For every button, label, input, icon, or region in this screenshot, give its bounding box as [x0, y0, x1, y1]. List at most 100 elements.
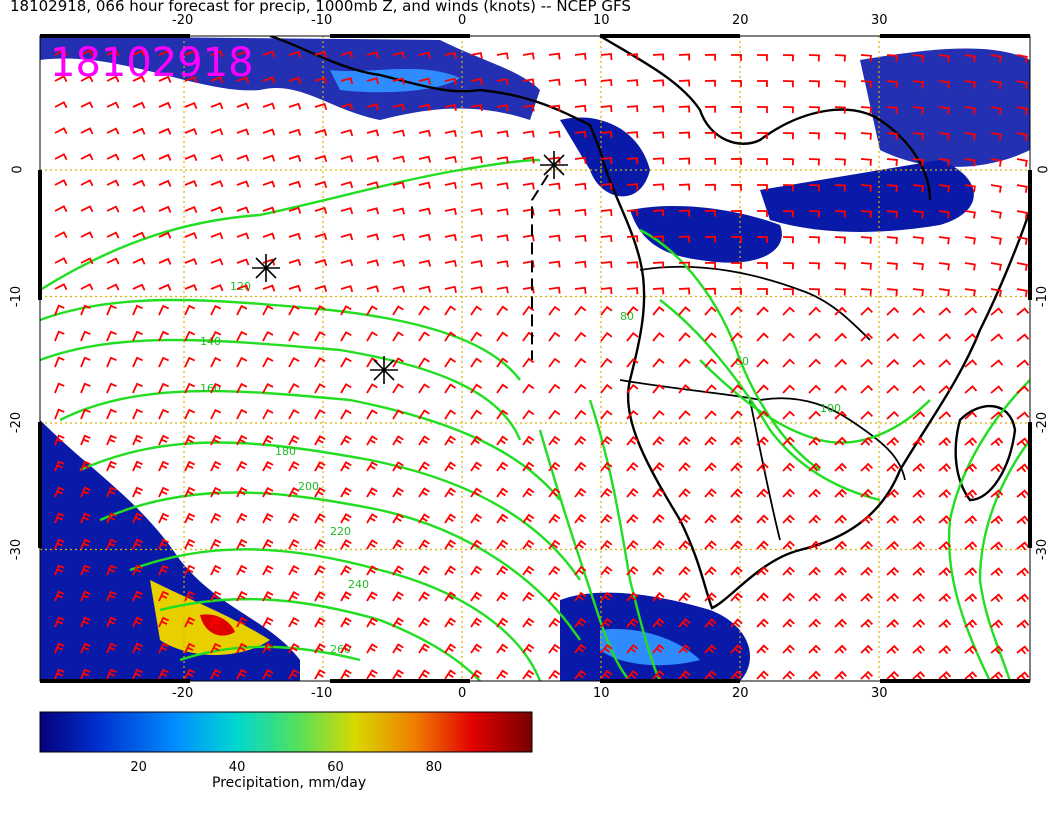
wind-barb-676: [834, 488, 847, 498]
wind-barb-377: [964, 288, 976, 297]
wind-barb-485: [808, 358, 821, 368]
wind-barb-794: [938, 567, 952, 577]
wind-barb-890: [470, 643, 483, 654]
wind-barb-553: [600, 409, 613, 420]
wind-barb-812: [418, 591, 430, 602]
wind-barb-158: [210, 154, 224, 162]
wind-barb-521: [756, 384, 769, 394]
contour-label-9: 80: [620, 310, 634, 323]
precip-north-band: [40, 36, 540, 120]
wind-barb-528: [938, 385, 952, 394]
wind-barb-243: [444, 207, 457, 215]
wind-barb-800: [106, 590, 117, 602]
wind-barb-120: [210, 128, 224, 136]
contour-land-2: [659, 299, 881, 502]
wind-barb-913: [80, 668, 91, 680]
wind-barb-450: [886, 332, 900, 342]
wind-barb-163: [340, 155, 354, 163]
wind-barb-17: [496, 52, 509, 60]
wind-barb-633: [704, 462, 717, 472]
wind-barb-265: [1016, 210, 1028, 219]
wind-barb-647: [80, 486, 91, 498]
wind-barb-859: [652, 618, 665, 628]
wind-barb-924: [366, 669, 378, 680]
wind-barb-180: [782, 158, 794, 166]
wind-barb-727: [184, 538, 196, 550]
wind-barb-22: [626, 53, 639, 61]
wind-barb-738: [470, 539, 483, 550]
wind-barb-537: [184, 408, 196, 420]
wind-barb-283: [496, 234, 509, 242]
wind-barb-33: [912, 54, 924, 63]
wind-barb-432: [418, 331, 430, 342]
wind-barb-847: [340, 617, 352, 628]
wind-barb-61: [652, 79, 665, 87]
wind-barb-266: [54, 231, 68, 239]
contour-200: [99, 491, 581, 641]
wind-barb-724: [106, 538, 117, 550]
wind-barb-272: [210, 232, 224, 240]
wind-barb-728: [210, 538, 222, 550]
wind-barb-856: [574, 617, 587, 628]
wind-barb-530: [990, 385, 1004, 394]
wind-barb-604: [938, 437, 952, 447]
wind-barb-172: [574, 156, 587, 164]
wind-barb-340: [990, 262, 1002, 271]
map-frame-ticks: [38, 34, 1032, 683]
wind-barb-67: [808, 80, 820, 88]
wind-barb-368: [730, 287, 742, 295]
wind-barb-60: [626, 79, 639, 87]
wind-barb-62: [678, 79, 691, 87]
wind-barb-140: [730, 131, 742, 139]
wind-barb-768: [262, 564, 274, 576]
wind-barb-276: [314, 232, 328, 241]
wind-barb-242: [418, 207, 431, 215]
wind-barb-717: [912, 514, 926, 524]
wind-barb-39: [80, 75, 94, 83]
wind-barb-221: [860, 184, 872, 192]
wind-barb-446: [782, 332, 795, 342]
wind-barb-540: [262, 408, 274, 420]
wind-barb-692: [262, 512, 274, 524]
wind-barb-845: [288, 617, 300, 628]
wind-barb-121: [236, 128, 250, 136]
wind-barb-178: [730, 157, 742, 165]
wind-barb-237: [288, 206, 302, 214]
wind-barb-748: [730, 540, 743, 550]
wind-barb-467: [340, 357, 352, 368]
wind-barb-231: [132, 205, 146, 213]
wind-barb-16: [470, 52, 483, 60]
wind-barb-161: [288, 154, 302, 162]
wind-barb-827: [808, 592, 821, 602]
wind-barb-767: [236, 564, 248, 576]
wind-barb-610: [106, 460, 117, 472]
wind-barb-917: [184, 668, 196, 680]
wind-barb-205: [444, 181, 457, 189]
wind-barb-411: [860, 306, 873, 316]
wind-barb-573: [132, 434, 143, 446]
wind-barb-523: [808, 384, 821, 394]
wind-barb-466: [314, 357, 326, 368]
wind-barb-36: [990, 54, 1002, 63]
wind-barb-116: [106, 127, 120, 135]
storm-marker-1: [252, 254, 280, 282]
wind-barb-844: [262, 616, 274, 628]
wind-barb-108: [886, 106, 898, 115]
wind-barb-506: [366, 383, 378, 394]
wind-barb-902: [782, 644, 795, 654]
wind-barb-323: [548, 260, 561, 268]
wind-barb-149: [964, 132, 976, 141]
wind-barb-355: [392, 285, 406, 293]
wind-barb-744: [626, 539, 639, 550]
wind-barb-76: [54, 101, 68, 109]
wind-barb-846: [314, 617, 326, 628]
wind-barb-907: [912, 644, 926, 654]
wind-barb-153: [80, 153, 94, 161]
wind-barb-544: [366, 409, 378, 420]
wind-barb-790: [834, 566, 847, 576]
height-contours: [40, 158, 1030, 681]
wind-barb-350: [262, 284, 276, 292]
wind-barb-68: [834, 80, 846, 88]
wind-barb-684: [54, 512, 65, 524]
colorbar-tick-2: 60: [327, 760, 344, 775]
